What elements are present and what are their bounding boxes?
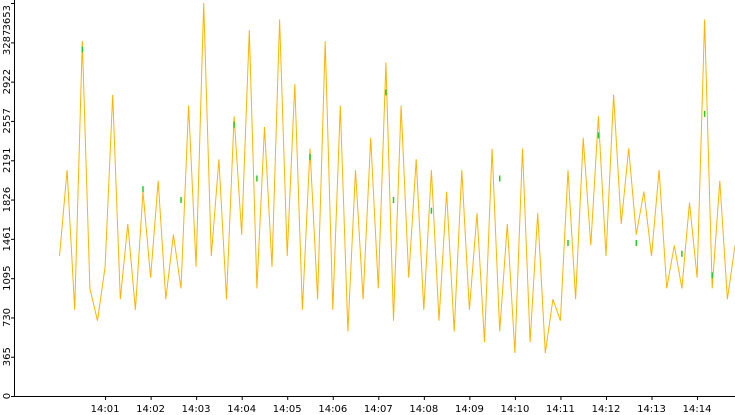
y-tick-label: 730	[2, 308, 13, 327]
y-tick-label: 1826	[2, 187, 13, 212]
y-tick-label: 2922	[2, 69, 13, 94]
x-tick-label: 14:04	[227, 404, 256, 415]
plot-series	[59, 2, 735, 354]
y-tick-label: 365	[2, 347, 13, 366]
y-tick-label: 1461	[2, 226, 13, 251]
x-tick-label: 14:11	[546, 404, 575, 415]
y-tick-label: 2191	[2, 148, 13, 173]
x-tick-label: 14:05	[273, 404, 302, 415]
x-tick-label: 14:03	[182, 404, 211, 415]
x-tick-label: 14:02	[136, 404, 165, 415]
x-tick-label: 14:12	[592, 404, 621, 415]
x-tick-label: 14:08	[409, 404, 438, 415]
x-tick-label: 14:01	[91, 404, 120, 415]
x-tick-label: 14:07	[364, 404, 393, 415]
y-tick-label: 3287	[2, 30, 13, 55]
y-tick-label: 1095	[2, 265, 13, 290]
y-tick-label: 2557	[2, 108, 13, 133]
x-tick-label: 14:09	[455, 404, 484, 415]
x-tick-label: 14:06	[318, 404, 347, 415]
series-line-0	[59, 2, 735, 354]
x-tick-label: 14:10	[500, 404, 529, 415]
x-tick-label: 14:14	[683, 404, 712, 415]
y-tick-label: 0	[2, 393, 13, 399]
x-tick-label: 14:13	[637, 404, 666, 415]
y-tick-label: 3653	[2, 5, 13, 30]
